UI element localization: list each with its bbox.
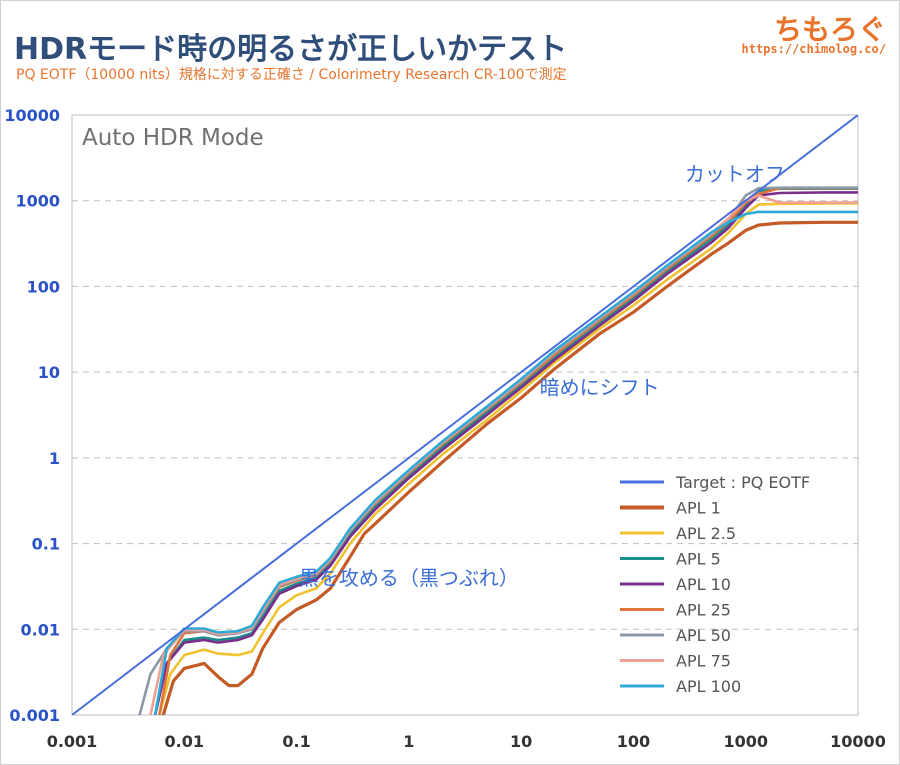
series-line-target	[72, 115, 858, 715]
legend-label-apl75: APL 75	[676, 652, 731, 671]
series-line-apl1	[161, 220, 858, 715]
x-tick-label: 1	[403, 732, 414, 751]
panel-label: Auto HDR Mode	[82, 125, 264, 151]
legend-label-apl10: APL 10	[676, 575, 731, 594]
x-tick-label: 1000	[723, 732, 768, 751]
x-tick-label: 0.1	[282, 732, 310, 751]
annotation-2: 黒を攻める（黒つぶれ）	[299, 566, 519, 590]
annotation-1: 暗めにシフト	[540, 375, 660, 399]
x-tick-label: 0.01	[165, 732, 204, 751]
series-line-apl10	[153, 191, 858, 715]
page-subtitle: PQ EOTF（10000 nits）規格に対する正確さ / Colorimet…	[16, 67, 567, 83]
y-tick-label: 1	[49, 449, 60, 468]
legend-label-apl5: APL 5	[676, 550, 721, 569]
brand-logo: ちもろぐ	[773, 13, 886, 46]
brand-url: https://chimolog.co/	[741, 42, 887, 56]
series-group	[72, 115, 858, 715]
y-tick-label: 10000	[4, 106, 60, 125]
legend-label-apl2_5: APL 2.5	[676, 524, 736, 543]
legend-label-target: Target : PQ EOTF	[675, 473, 810, 492]
x-tick-label: 0.001	[47, 732, 98, 751]
legend-label-apl100: APL 100	[676, 677, 741, 696]
x-tick-label: 10000	[830, 732, 886, 751]
y-tick-label: 0.01	[21, 620, 60, 639]
annotation-0: カットオフ	[685, 162, 785, 186]
x-tick-label: 100	[617, 732, 650, 751]
y-tick-label: 0.001	[9, 706, 60, 725]
legend-label-apl50: APL 50	[676, 626, 731, 645]
series-line-apl100	[153, 210, 858, 715]
legend-label-apl25: APL 25	[676, 601, 731, 620]
page-title: HDRモード時の明るさが正しいかテスト	[14, 32, 568, 67]
x-tick-label: 10	[510, 732, 532, 751]
legend-label-apl1: APL 1	[676, 499, 721, 518]
y-tick-label: 1000	[15, 192, 60, 211]
y-tick-label: 100	[27, 277, 60, 296]
series-line-apl2_5	[158, 202, 858, 715]
y-tick-label: 10	[38, 363, 60, 382]
y-tick-label: 0.1	[32, 535, 60, 554]
